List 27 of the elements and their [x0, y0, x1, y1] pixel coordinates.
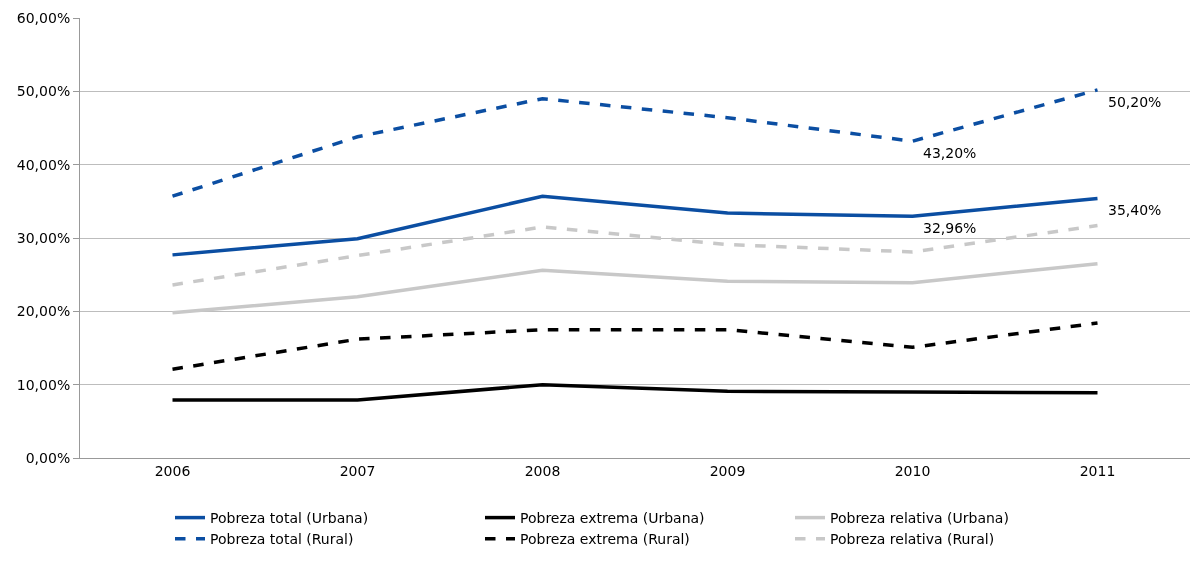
legend-label: Pobreza relativa (Rural)	[830, 531, 995, 548]
line-series	[170, 321, 1100, 372]
y-tick-label: 0,00%	[25, 449, 71, 466]
x-tick-label: 2006	[154, 462, 191, 479]
line-series	[170, 88, 1100, 198]
legend-label: Pobreza total (Rural)	[210, 531, 354, 548]
y-tick-label: 40,00%	[16, 156, 71, 173]
legend-label: Pobreza extrema (Urbana)	[520, 510, 705, 527]
y-tick-label: 30,00%	[16, 229, 71, 246]
legend-label: Pobreza extrema (Rural)	[520, 531, 690, 548]
annotation: 32,96%	[923, 220, 977, 236]
legend-label: Pobreza total (Urbana)	[210, 510, 369, 527]
x-tick-label: 2008	[524, 462, 561, 479]
x-tick-label: 2010	[894, 462, 931, 479]
y-tick-label: 60,00%	[16, 9, 71, 26]
y-tick-label: 10,00%	[16, 376, 71, 393]
x-tick-label: 2007	[339, 462, 376, 479]
annotation: 50,20%	[1108, 94, 1162, 110]
line-series	[170, 194, 1100, 257]
y-tick-label: 50,00%	[16, 83, 71, 100]
annotation: 43,20%	[923, 145, 977, 161]
annotation: 35,40%	[1108, 202, 1162, 218]
line-series	[170, 382, 1100, 402]
y-tick-label: 20,00%	[16, 303, 71, 320]
x-tick-label: 2009	[709, 462, 746, 479]
legend-label: Pobreza relativa (Urbana)	[830, 510, 1009, 527]
x-tick-label: 2011	[1079, 462, 1116, 479]
